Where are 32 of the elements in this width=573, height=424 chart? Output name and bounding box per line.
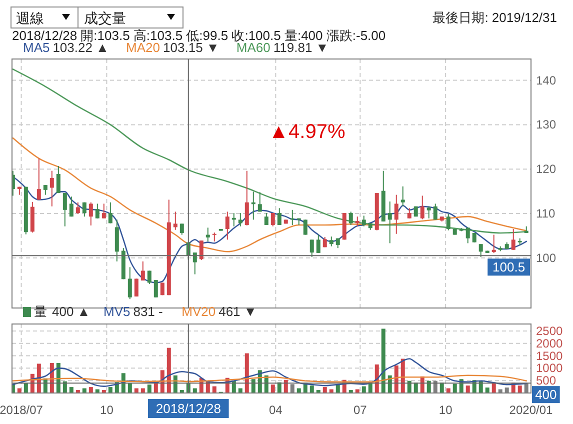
y-tick-label: 110 [536, 206, 556, 220]
text: 最後日期: 2019/12/31 [432, 10, 557, 25]
text: MV20 [182, 304, 216, 319]
y-tick-label: 500 [536, 374, 556, 388]
x-tick-label: 07 [353, 403, 368, 417]
annotation: 400 ▲ [52, 304, 90, 319]
text: 成交量 [84, 10, 126, 26]
text: MV5 [104, 304, 130, 319]
annotation: 461 ▼ [218, 304, 257, 319]
text: 2018/12/28 開:103.5 高:103.5 低:99.5 收:100.5 量:400 漲跌:-5.00 [12, 28, 386, 43]
annotation: ▲4.97% [268, 121, 346, 143]
y-tick-label: 1000 [536, 361, 564, 376]
ref-line-label: 400 [535, 387, 557, 402]
y-tick-label: 2000 [536, 336, 564, 350]
text: 週線 [16, 10, 44, 26]
x-tick-label: 04 [269, 403, 283, 417]
y-tick-label: 120 [536, 162, 556, 176]
y-tick-label: 100 [536, 250, 556, 265]
x-tick-label: 10 [100, 403, 114, 417]
ref-line-label: 100.5 [492, 260, 526, 275]
x-tick-label: 2018/07 [0, 403, 44, 417]
text: 119.81 ▼ [273, 40, 329, 55]
annotation: 831 - [133, 304, 163, 319]
y-tick-label: 2500 [536, 324, 564, 338]
legend-label: 量 [34, 304, 47, 319]
y-tick-label: 1500 [536, 348, 564, 363]
y-tick-label: 130 [536, 118, 556, 132]
x-tick-label: 2020/01 [509, 403, 554, 417]
x-tick-label: 10 [438, 403, 453, 417]
y-tick-label: 140 [536, 73, 556, 88]
ref-line-label: 2018/12/28 [156, 401, 221, 416]
text: MA5 [23, 40, 50, 55]
